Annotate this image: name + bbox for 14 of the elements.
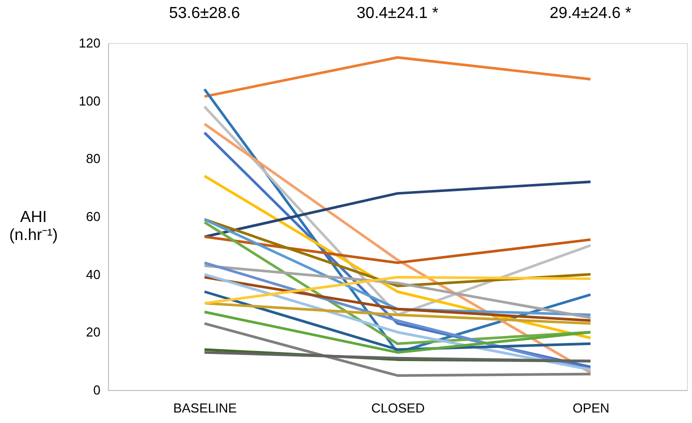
y-tick-label: 100 [78,93,100,108]
x-tick-label: CLOSED [371,400,425,416]
y-tick-label: 60 [86,209,100,224]
x-tick-label: OPEN [572,400,610,416]
y-axis-title: AHI (n.hr⁻¹) [9,209,58,244]
y-tick-label: 40 [86,266,100,282]
y-tick-label: 0 [93,382,100,398]
x-tick-label: BASELINE [173,400,238,416]
y-tick-label: 20 [86,324,100,340]
y-tick-label: 80 [86,151,100,166]
text: 53.6±28.6 [168,5,240,22]
text: 29.4±24.6 * [550,5,632,22]
text: 30.4±24.1 * [356,5,438,22]
y-tick-label: 120 [78,36,100,50]
